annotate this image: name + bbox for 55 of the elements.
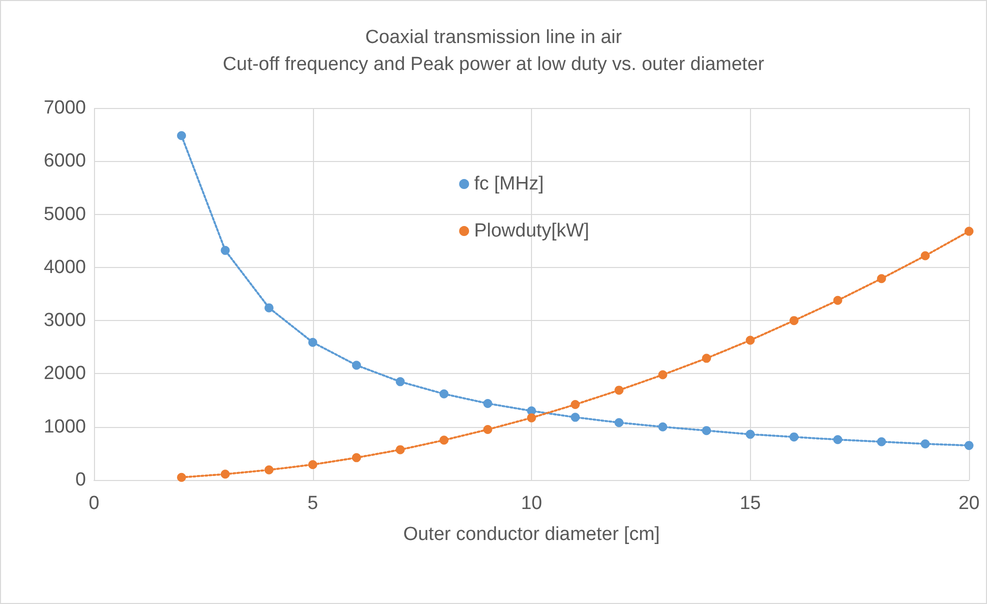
point: [746, 430, 755, 439]
y-tick-label: 0: [75, 470, 86, 490]
point: [220, 470, 230, 479]
point: [308, 460, 318, 470]
x-tick-label: 15: [740, 493, 761, 514]
point: [352, 453, 361, 462]
x-tick-label: 5: [307, 493, 318, 514]
point: [570, 412, 580, 422]
point: [527, 413, 536, 422]
legend-label: fc [MHz]: [474, 174, 544, 195]
point: [658, 422, 668, 432]
point: [833, 296, 842, 305]
y-tick-label: 3000: [44, 310, 86, 332]
point: [396, 445, 405, 454]
legend-label: Plowduty[kW]: [474, 220, 590, 242]
point: [746, 336, 755, 345]
point: [440, 389, 448, 398]
point: [177, 131, 186, 140]
x-tick-label: 0: [88, 493, 100, 514]
point: [352, 360, 361, 370]
point: [308, 338, 318, 347]
point: [264, 303, 274, 312]
point: [264, 465, 274, 474]
point: [702, 426, 711, 436]
point: [177, 472, 186, 482]
point: [483, 398, 492, 408]
y-tick-label: 1000: [44, 416, 86, 438]
x-axis-title: Outer conductor diameter [cm]: [403, 524, 660, 545]
point: [702, 354, 711, 363]
point: [964, 226, 974, 236]
y-tick-label: 5000: [44, 204, 86, 225]
point: [790, 316, 798, 326]
y-tick-label: 4000: [44, 256, 86, 278]
x-tick-label: 20: [958, 493, 980, 514]
chart-title: Coaxial transmission line in air: [365, 27, 622, 48]
point: [614, 418, 624, 428]
point: [396, 377, 405, 386]
point: [790, 432, 798, 442]
point: [614, 386, 624, 395]
point: [220, 246, 230, 255]
y-tick-label: 6000: [44, 150, 86, 172]
point: [877, 437, 886, 446]
point: [570, 400, 580, 410]
point: [833, 435, 842, 444]
point: [920, 251, 930, 260]
point: [920, 439, 930, 448]
point: [877, 274, 886, 284]
point: [483, 425, 492, 434]
point: [658, 370, 668, 380]
y-tick-label: 7000: [44, 98, 86, 118]
point: [964, 440, 974, 450]
x-tick-label: 10: [520, 493, 542, 514]
chart-subtitle: Cut-off frequency and Peak power at low duty vs. outer diameter: [222, 54, 765, 75]
y-tick-label: 2000: [44, 363, 86, 384]
point: [440, 436, 448, 445]
